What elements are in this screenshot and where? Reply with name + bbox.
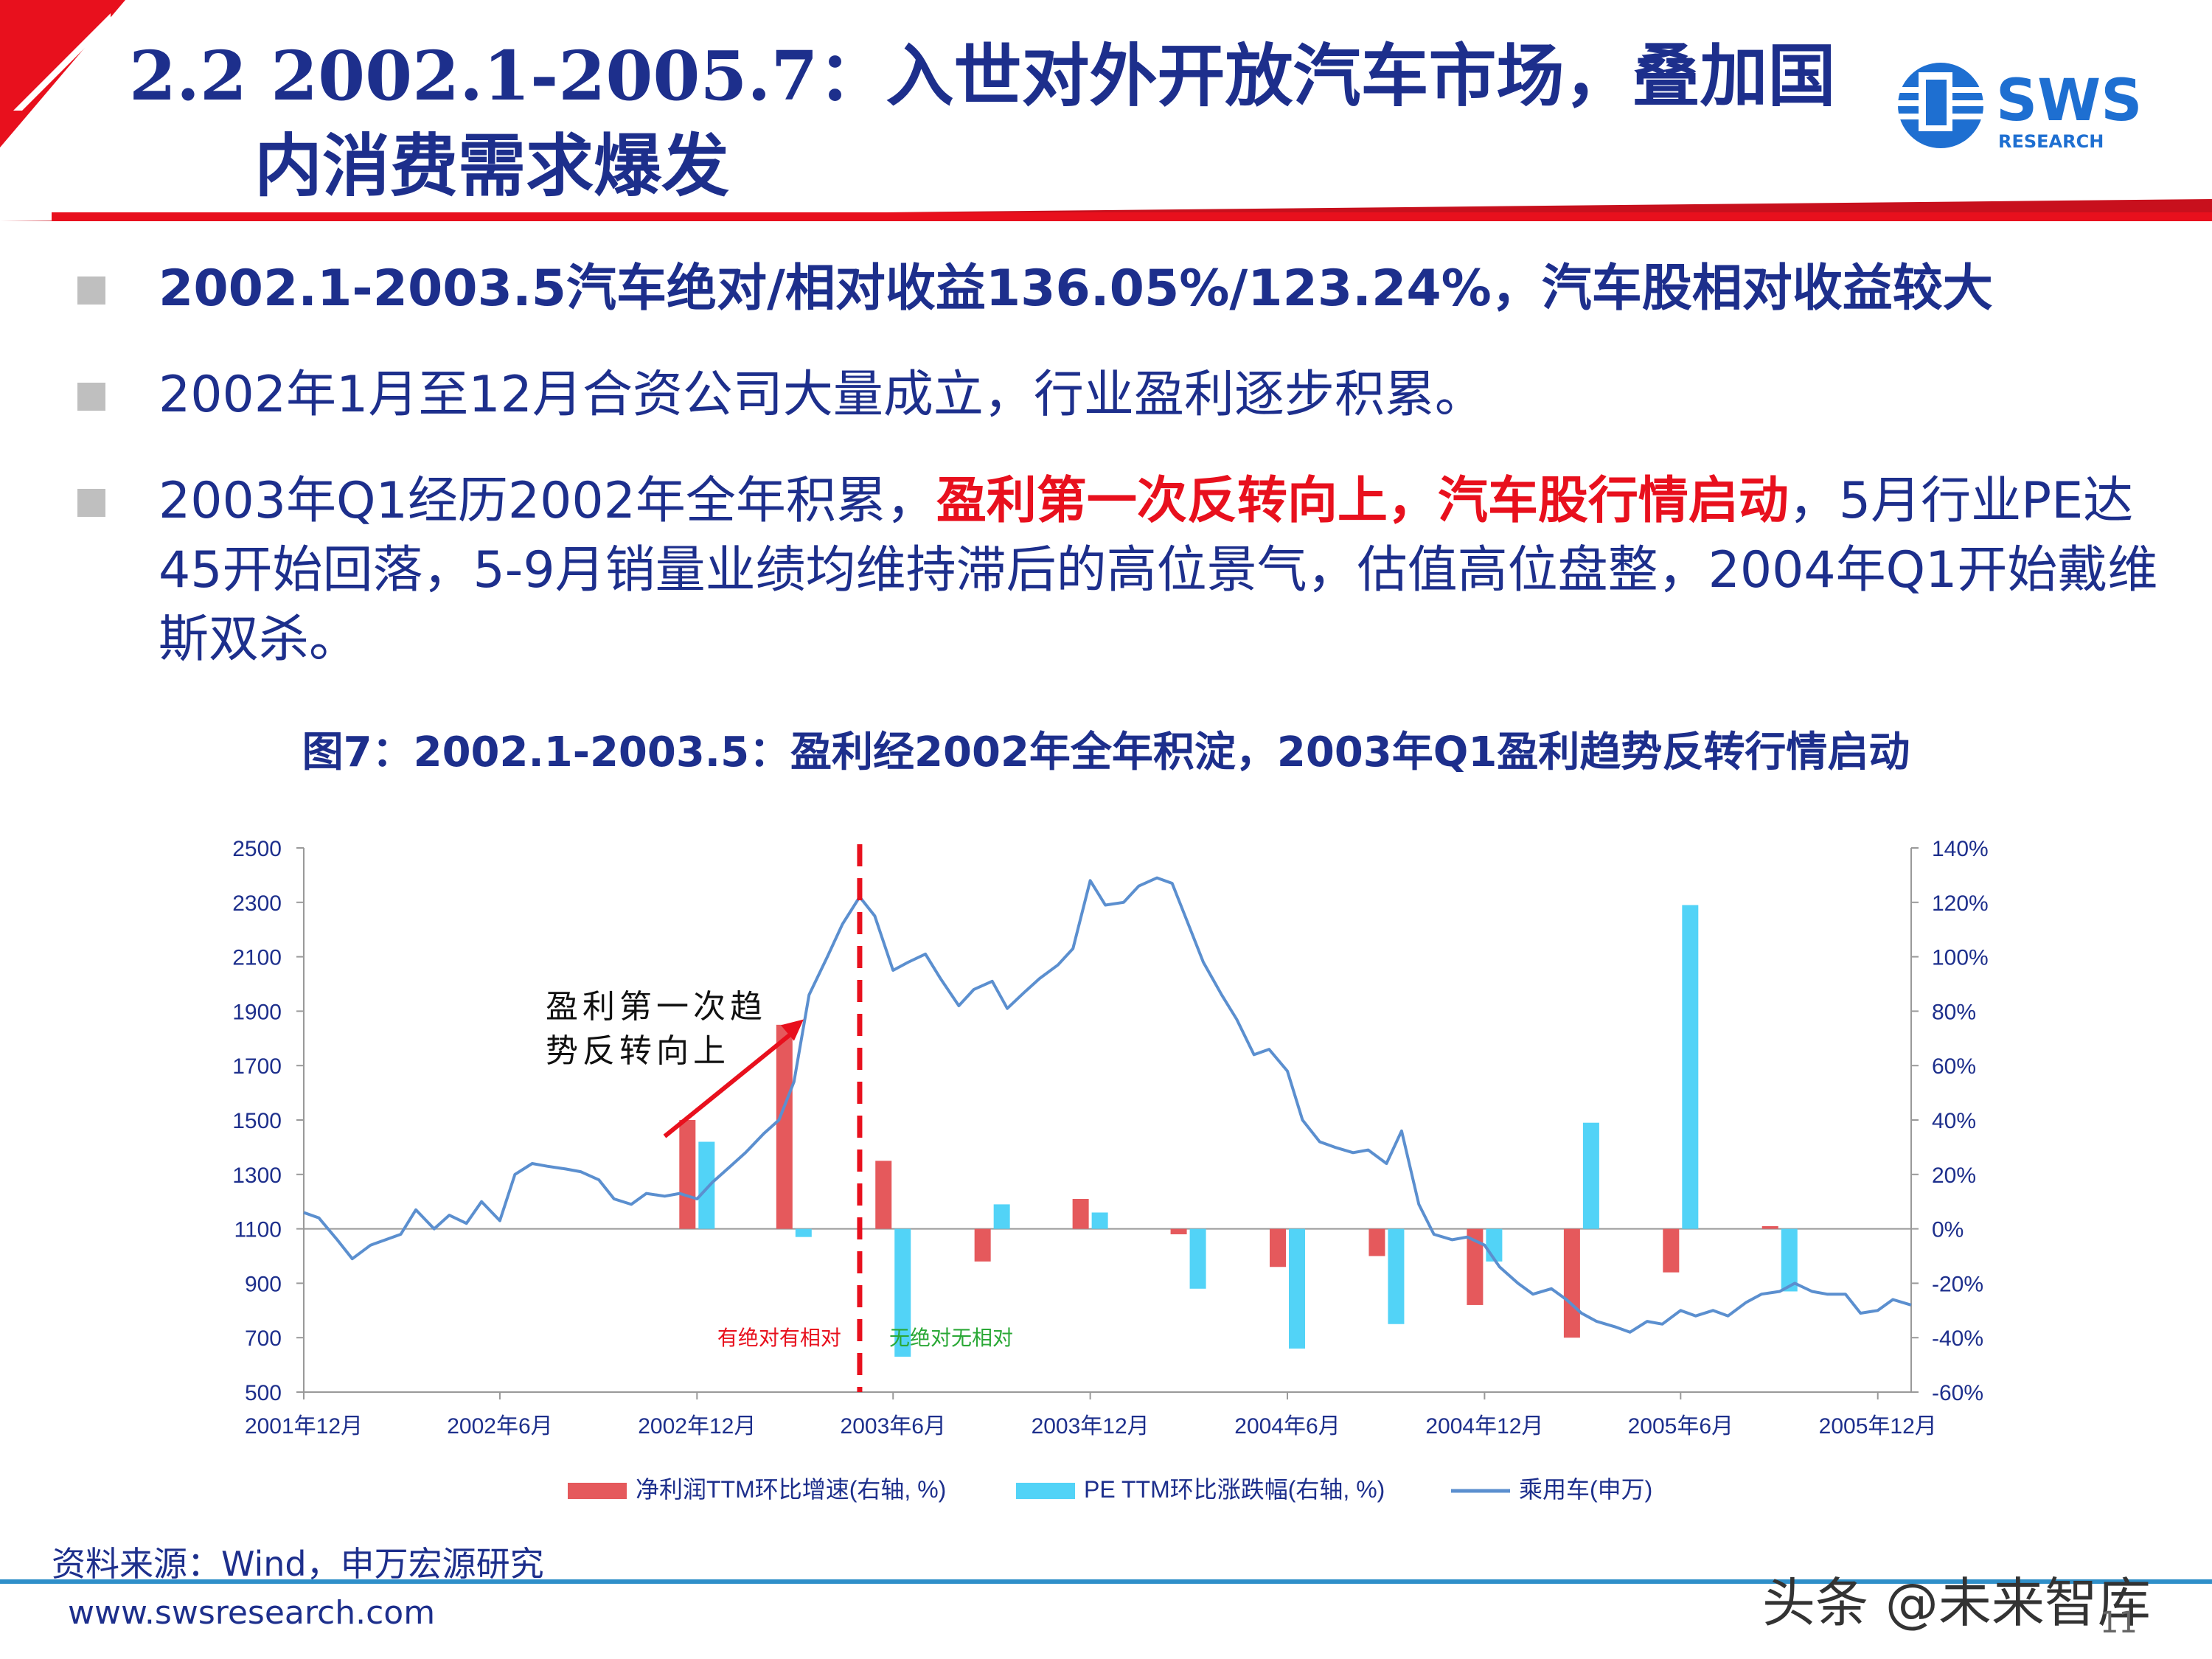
legend-label-index: 乘用车(申万)	[1519, 1476, 1652, 1503]
x-tick-label: 2002年12月	[638, 1414, 756, 1439]
x-tick-label: 2005年6月	[1628, 1414, 1733, 1439]
net-profit-bar	[1467, 1228, 1484, 1305]
annotation-text-line-2: 势反转向上	[546, 1032, 730, 1070]
legend-swatch-pe	[1016, 1483, 1075, 1499]
bullet-square-icon	[77, 383, 105, 411]
logo-subtext: RESEARCH	[1998, 131, 2104, 152]
bullet-text: 2002.1-2003.5汽车绝对/相对收益136.05%/123.24%，汽车…	[159, 260, 1993, 318]
net-profit-bar	[1270, 1228, 1287, 1267]
annotation-arrowhead-icon	[780, 1019, 804, 1041]
right-tick-label: 80%	[1932, 1000, 1976, 1024]
net-profit-bar	[1170, 1228, 1187, 1234]
annotation-arrow-line	[663, 1028, 798, 1138]
x-tick-label: 2003年12月	[1032, 1414, 1150, 1439]
watermark: 头条 @未来智库	[1762, 1572, 2151, 1634]
pe-bar	[1582, 1122, 1599, 1229]
zone-left-label: 有绝对有相对	[717, 1326, 841, 1350]
left-tick-label: 1300	[232, 1164, 282, 1188]
footer-url[interactable]: www.swsresearch.com	[68, 1594, 436, 1632]
net-profit-bar	[974, 1228, 991, 1262]
net-profit-bar	[1368, 1228, 1385, 1256]
left-tick-label: 2500	[232, 837, 282, 861]
net-profit-bar	[1563, 1228, 1580, 1338]
annotation-text-line-1: 盈利第一次趋	[546, 988, 767, 1026]
left-tick-label: 1700	[232, 1054, 282, 1079]
pe-bar	[1781, 1228, 1798, 1292]
pe-bar	[1682, 905, 1699, 1229]
left-tick-label: 1500	[232, 1109, 282, 1133]
legend-label-net-profit: 净利润TTM环比增速(右轴, %)	[636, 1476, 946, 1503]
left-tick-label: 900	[245, 1272, 282, 1296]
footer-divider	[0, 1579, 2212, 1584]
right-tick-label: 40%	[1932, 1109, 1976, 1133]
title-line-1: 2.2 2002.1-2005.7：入世对外开放汽车市场，叠加国	[129, 36, 1836, 116]
figure-title: 图7：2002.1-2003.5：盈利经2002年全年积淀，2003年Q1盈利趋…	[302, 728, 1910, 776]
chart: 2500 2300 2100 1900 1700 1500 1300 1100 900 700 50…	[232, 837, 1989, 1503]
pe-bar	[1091, 1212, 1108, 1229]
x-tick-label: 2001年12月	[245, 1414, 363, 1439]
bullet-item-3: 2003年Q1经历2002年全年积累，盈利第一次反转向上，汽车股行情启动，5月行…	[77, 467, 2186, 675]
net-profit-bar	[1663, 1228, 1680, 1273]
pe-bar	[1189, 1228, 1206, 1289]
logo-text: SWS	[1996, 68, 2142, 134]
left-tick-label: 2300	[232, 891, 282, 916]
net-profit-bar	[1072, 1199, 1089, 1229]
right-tick-label: 60%	[1932, 1054, 1976, 1079]
net-profit-bar	[679, 1120, 696, 1229]
x-tick-label: 2005年12月	[1819, 1414, 1937, 1439]
right-tick-label: 120%	[1932, 891, 1989, 916]
net-profit-bar	[1761, 1225, 1778, 1229]
title-line-2: 内消费需求爆发	[254, 126, 730, 206]
pe-bar	[698, 1141, 715, 1229]
right-tick-label: -60%	[1932, 1381, 1983, 1405]
net-profit-bar	[875, 1161, 892, 1229]
bullet-text: 2002年1月至12月合资公司大量成立，行业盈利逐步积累。	[159, 366, 1485, 424]
left-tick-label: 700	[245, 1326, 282, 1351]
left-tick-label: 1100	[234, 1218, 282, 1242]
net-profit-bar	[776, 1024, 793, 1229]
x-tick-label: 2004年6月	[1234, 1414, 1340, 1439]
passenger-car-index-line	[303, 876, 1912, 1334]
bullet-text-before: 2003年Q1经历2002年全年积累，	[159, 472, 936, 530]
bullet-item-2: 2002年1月至12月合资公司大量成立，行业盈利逐步积累。	[77, 361, 2186, 430]
logo-globe-icon	[1898, 63, 1983, 148]
x-tick-label: 2002年6月	[447, 1414, 552, 1439]
pe-bar	[795, 1228, 812, 1237]
bullet-text-after: ，5月行业PE达45开始回落，5-9月销量业绩均维持滞后的高位景气，估值高位盘整…	[159, 472, 2158, 669]
right-tick-label: -20%	[1932, 1272, 1983, 1296]
x-tick-label: 2004年12月	[1425, 1414, 1543, 1439]
pe-bar	[1289, 1228, 1306, 1349]
right-tick-label: 100%	[1932, 946, 1989, 970]
bullet-square-icon	[77, 489, 105, 517]
bullet-list: 2002.1-2003.5汽车绝对/相对收益136.05%/123.24%，汽车…	[77, 254, 2186, 712]
bullet-square-icon	[77, 276, 105, 305]
right-tick-label: 140%	[1932, 837, 1989, 861]
page-number: 11	[2100, 1606, 2138, 1640]
source-note: 资料来源：Wind，申万宏源研究	[52, 1544, 544, 1584]
bullet-item-1: 2002.1-2003.5汽车绝对/相对收益136.05%/123.24%，汽车…	[77, 254, 2186, 324]
sws-logo: SWS RESEARCH	[1898, 63, 2142, 152]
left-tick-label: 2100	[232, 946, 282, 970]
bullet-highlight: 盈利第一次反转向上，汽车股行情启动	[936, 472, 1789, 530]
right-tick-label: 20%	[1932, 1164, 1976, 1188]
zone-right-label: 无绝对无相对	[889, 1326, 1013, 1350]
right-tick-label: 0%	[1932, 1218, 1964, 1242]
pe-bar	[894, 1228, 911, 1357]
page-title: 2.2 2002.1-2005.7：入世对外开放汽车市场，叠加国 内消费需求爆发	[129, 31, 1835, 211]
x-tick-label: 2003年6月	[841, 1414, 946, 1439]
pe-bar	[1388, 1228, 1405, 1324]
right-tick-label: -40%	[1932, 1326, 1983, 1351]
header-bar	[0, 0, 2212, 221]
left-tick-label: 500	[245, 1381, 282, 1405]
pe-bar	[993, 1204, 1010, 1229]
legend-label-pe: PE TTM环比涨跌幅(右轴, %)	[1084, 1476, 1385, 1503]
left-tick-label: 1900	[232, 1000, 282, 1024]
legend-swatch-net-profit	[568, 1483, 627, 1499]
